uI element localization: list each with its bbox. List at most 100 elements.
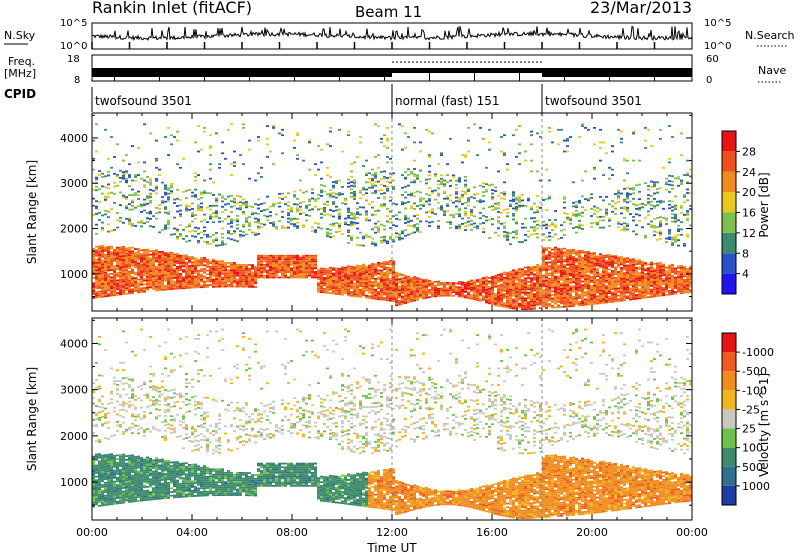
- heatmap-cell: [137, 267, 140, 270]
- heatmap-cell: [380, 287, 383, 290]
- heatmap-cell: [617, 263, 620, 266]
- heatmap-cell: [611, 273, 614, 276]
- heatmap-cell: [269, 267, 272, 270]
- heatmap-cell: [104, 264, 107, 267]
- heatmap-cell: [380, 298, 383, 301]
- heatmap-cell: [611, 150, 614, 153]
- heatmap-cell: [311, 274, 314, 277]
- heatmap-cell: [98, 247, 101, 249]
- heatmap-cell: [221, 141, 224, 144]
- heatmap-cell: [167, 257, 170, 260]
- heatmap-cell: [593, 279, 596, 282]
- heatmap-cell: [125, 283, 128, 286]
- heatmap-cell: [455, 291, 458, 294]
- heatmap-cell: [182, 228, 185, 231]
- heatmap-cell: [506, 286, 509, 289]
- heatmap-cell: [224, 273, 227, 275]
- heatmap-cell: [197, 273, 200, 276]
- heatmap-cell: [623, 198, 626, 201]
- heatmap-cell: [137, 278, 140, 281]
- heatmap-cell: [95, 278, 98, 281]
- heatmap-cell: [467, 204, 470, 207]
- heatmap-cell: [194, 263, 197, 265]
- heatmap-cell: [122, 287, 125, 290]
- heatmap-cell: [155, 185, 158, 187]
- heatmap-cell: [434, 291, 437, 294]
- heatmap-cell: [590, 222, 593, 225]
- heatmap-cell: [560, 284, 563, 287]
- heatmap-cell: [509, 279, 512, 282]
- heatmap-cell: [605, 256, 608, 259]
- heatmap-cell: [323, 291, 326, 294]
- heatmap-cell: [617, 190, 620, 192]
- heatmap-cell: [488, 298, 491, 301]
- heatmap-cell: [143, 287, 146, 289]
- heatmap-cell: [389, 261, 392, 264]
- heatmap-cell: [530, 271, 533, 274]
- heatmap-cell: [404, 185, 407, 188]
- heatmap-cell: [542, 260, 545, 262]
- heatmap-cell: [167, 254, 170, 256]
- heatmap-cell: [170, 257, 173, 260]
- heatmap-cell: [467, 297, 470, 299]
- heatmap-cell: [221, 273, 224, 275]
- heatmap-cell: [506, 272, 509, 274]
- heatmap-cell: [233, 161, 236, 164]
- heatmap-cell: [554, 224, 557, 227]
- heatmap-cell: [137, 271, 140, 274]
- heatmap-cell: [617, 197, 620, 200]
- heatmap-cell: [128, 281, 131, 284]
- heatmap-cell: [404, 302, 407, 304]
- heatmap-cell: [335, 280, 338, 282]
- heatmap-cell: [383, 195, 386, 198]
- heatmap-cell: [266, 215, 269, 218]
- heatmap-cell: [173, 275, 176, 277]
- heatmap-cell: [107, 262, 110, 265]
- heatmap-cell: [497, 203, 500, 206]
- heatmap-cell: [95, 271, 98, 273]
- heatmap-cell: [98, 250, 101, 253]
- heatmap-cell: [359, 276, 362, 278]
- heatmap-cell: [257, 260, 260, 263]
- heatmap-cell: [137, 258, 140, 261]
- heatmap-cell: [290, 272, 293, 275]
- heatmap-cell: [140, 220, 143, 222]
- heatmap-cell: [326, 291, 329, 294]
- heatmap-cell: [641, 284, 644, 287]
- heatmap-cell: [428, 289, 431, 291]
- heatmap-cell: [95, 262, 98, 264]
- heatmap-cell: [131, 283, 134, 285]
- heatmap-cell: [344, 274, 347, 276]
- heatmap-cell: [545, 301, 548, 304]
- heatmap-cell: [197, 261, 200, 263]
- heatmap-cell: [536, 287, 539, 290]
- heatmap-cell: [101, 248, 104, 251]
- heatmap-cell: [110, 245, 113, 248]
- heatmap-cell: [608, 286, 611, 289]
- heatmap-cell: [446, 163, 449, 166]
- heatmap-cell: [326, 204, 329, 207]
- heatmap-cell: [386, 295, 389, 298]
- heatmap-cell: [134, 279, 137, 281]
- heatmap-cell: [458, 293, 461, 296]
- heatmap-cell: [353, 282, 356, 285]
- heatmap-cell: [140, 221, 143, 224]
- heatmap-cell: [503, 181, 506, 184]
- heatmap-cell: [614, 269, 617, 272]
- heatmap-cell: [572, 212, 575, 215]
- heatmap-cell: [290, 276, 293, 279]
- heatmap-cell: [299, 276, 302, 279]
- heatmap-cell: [440, 287, 443, 290]
- heatmap-cell: [521, 306, 524, 309]
- heatmap-cell: [410, 285, 413, 288]
- heatmap-cell: [275, 213, 278, 216]
- heatmap-cell: [320, 269, 323, 272]
- heatmap-cell: [152, 259, 155, 261]
- heatmap-cell: [122, 173, 125, 175]
- heatmap-cell: [311, 188, 314, 191]
- heatmap-cell: [107, 187, 110, 189]
- heatmap-cell: [353, 192, 356, 195]
- heatmap-cell: [326, 279, 329, 281]
- heatmap-cell: [134, 192, 137, 195]
- heatmap-cell: [125, 178, 128, 180]
